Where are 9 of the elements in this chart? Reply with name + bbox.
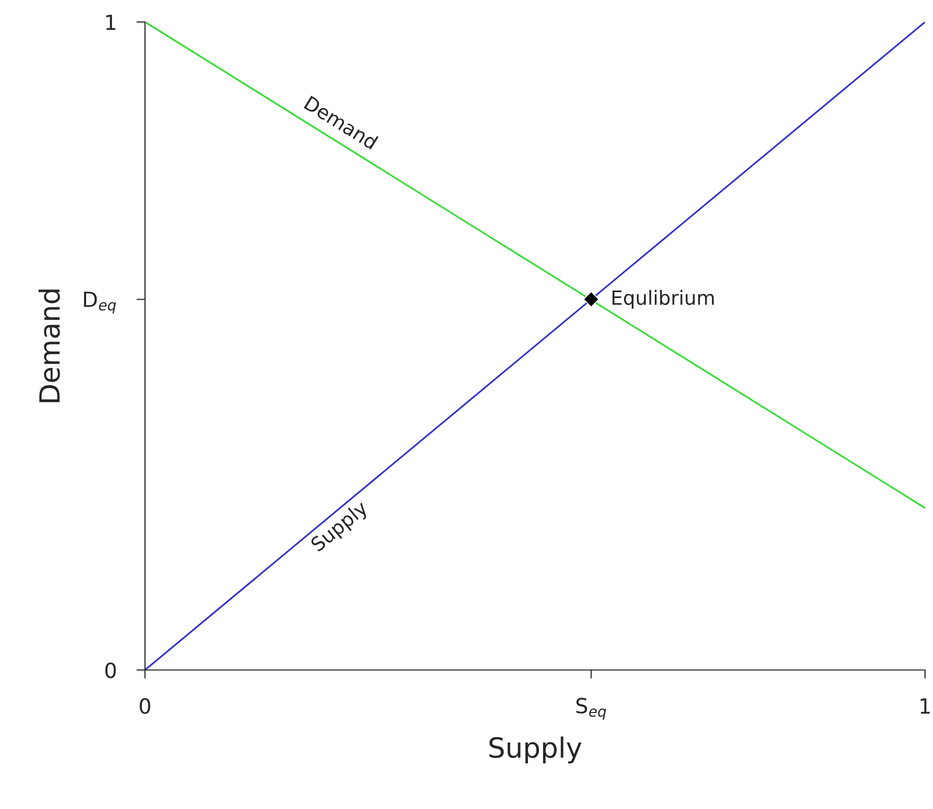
x-tick-label: S$_{eq}$: [576, 698, 606, 720]
series-label: Equlibrium: [612, 290, 714, 309]
y-tick-label: 0: [105, 662, 116, 678]
x-tick-label: 1: [920, 698, 930, 714]
x-axis-title: Supply: [490, 736, 582, 764]
y-tick-label: 1: [106, 14, 116, 30]
y-axis-title: Demand: [38, 290, 60, 402]
x-tick-label: 0: [140, 698, 150, 714]
y-tick-label: D$_{eq}$: [84, 292, 116, 314]
